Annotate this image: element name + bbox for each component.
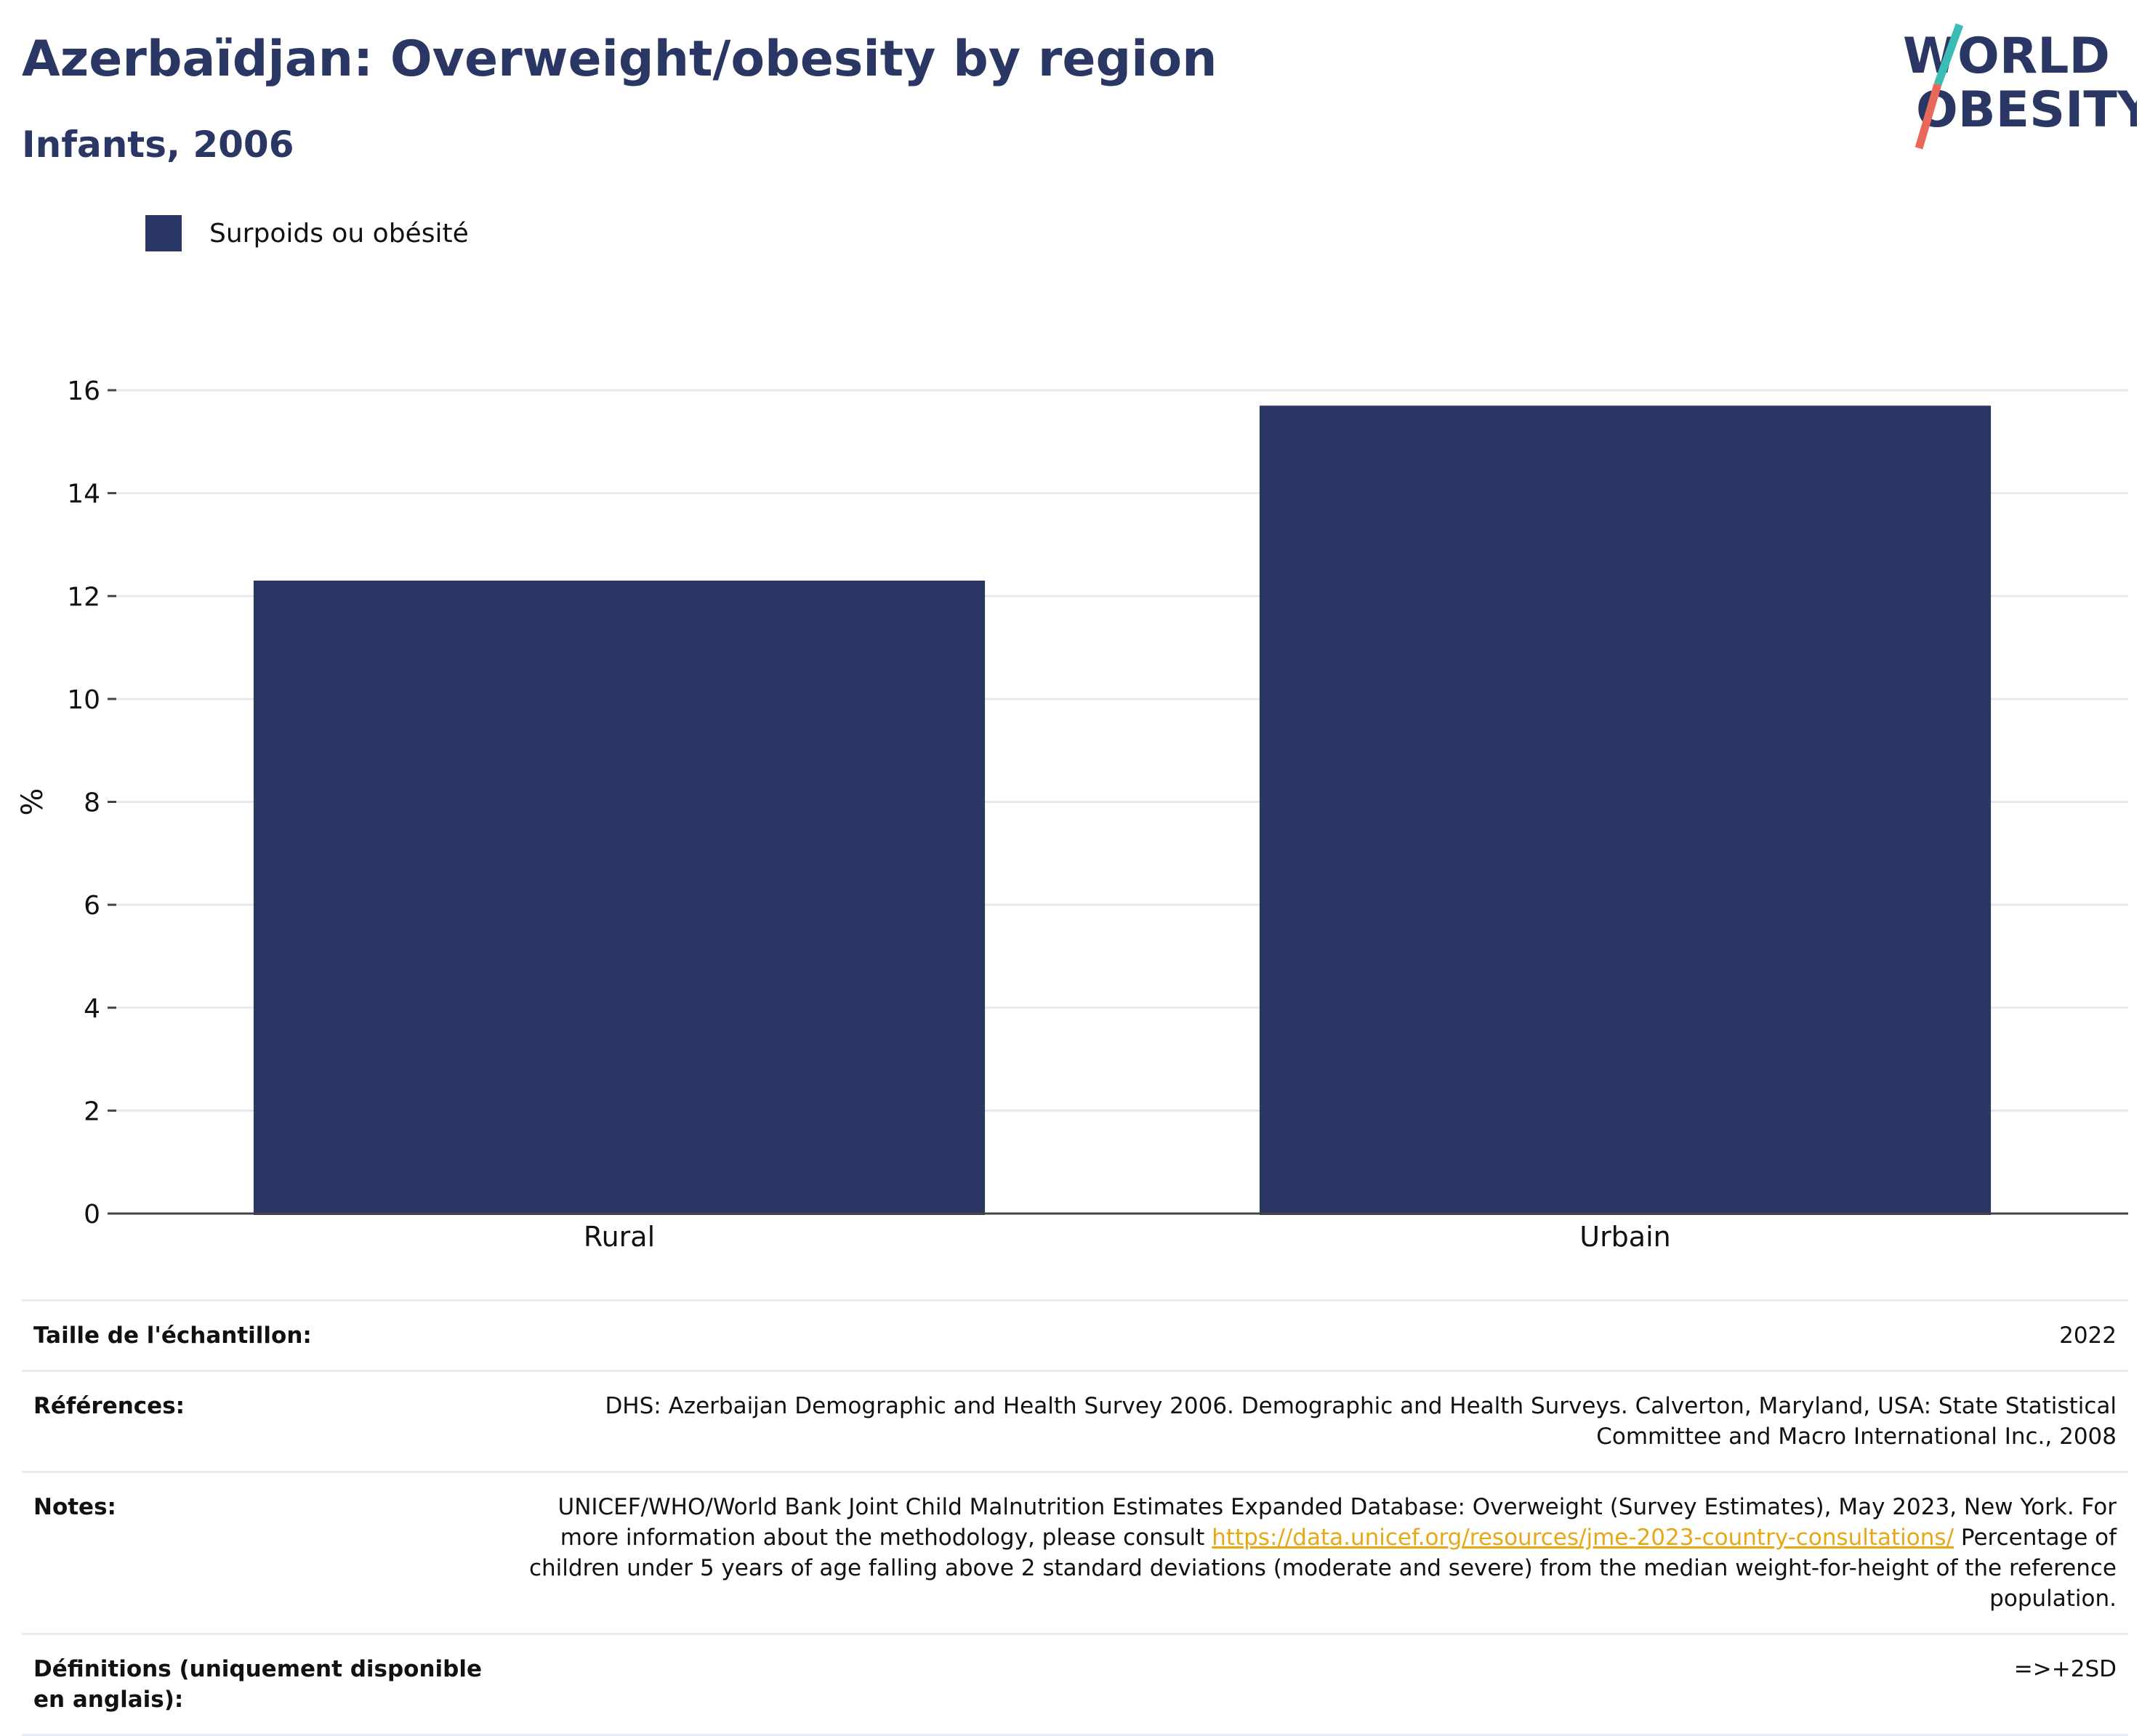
y-tick-label: 12 xyxy=(67,582,100,612)
chart-legend: Surpoids ou obésité xyxy=(145,215,469,251)
notes-definition-text: Percentage of children under 5 years of … xyxy=(528,1525,2117,1612)
info-table: Taille de l'échantillon: 2022 Références… xyxy=(22,1299,2128,1736)
info-row-sample: Taille de l'échantillon: 2022 xyxy=(22,1301,2128,1372)
y-tick-label: 0 xyxy=(84,1200,100,1230)
y-axis-label: % xyxy=(16,788,49,815)
definitions-value: =>+2SD xyxy=(2013,1656,2117,1682)
notes-link[interactable]: https://data.unicef.org/resources/jme-20… xyxy=(1212,1525,1954,1551)
y-tick-label: 4 xyxy=(84,994,100,1024)
notes-value: UNICEF/WHO/World Bank Joint Child Malnut… xyxy=(518,1492,2117,1614)
page-title: Azerbaïdjan: Overweight/obesity by regio… xyxy=(22,31,1217,88)
notes-label: Notes: xyxy=(33,1494,116,1520)
notes-text: UNICEF/WHO/World Bank Joint Child Malnut… xyxy=(557,1494,2117,1551)
x-tick-labels: Rural Urbain xyxy=(584,1221,1671,1253)
sample-size-label: Taille de l'échantillon: xyxy=(33,1323,312,1349)
x-tick-label: Rural xyxy=(584,1221,655,1253)
svg-text:WORLD: WORLD xyxy=(1903,28,2110,85)
bar-urbain xyxy=(1259,405,1992,1215)
y-tick-label: 14 xyxy=(67,480,100,509)
bar-chart: 0 2 4 6 8 10 12 14 16 Rural Urbain % xyxy=(16,376,2128,1253)
svg-text:OBESITY: OBESITY xyxy=(1916,81,2137,139)
legend-swatch xyxy=(145,215,182,251)
references-value: DHS: Azerbaijan Demographic and Health S… xyxy=(605,1393,2117,1450)
y-tick-label: 8 xyxy=(84,788,100,818)
world-obesity-logo: WORLD OBESITY xyxy=(1903,23,2137,150)
references-label: Références: xyxy=(33,1393,185,1419)
sample-size-value: 2022 xyxy=(2059,1323,2117,1349)
y-tick-labels: 0 2 4 6 8 10 12 14 16 xyxy=(67,376,116,1230)
y-tick-label: 2 xyxy=(84,1097,100,1126)
definitions-label: Définitions (uniquement disponible en an… xyxy=(33,1656,483,1713)
bar-rural xyxy=(253,581,986,1215)
y-tick-label: 16 xyxy=(67,376,100,406)
info-row-notes: Notes: UNICEF/WHO/World Bank Joint Child… xyxy=(22,1473,2128,1635)
bars xyxy=(253,405,1992,1215)
y-tick-label: 6 xyxy=(84,891,100,921)
legend-label: Surpoids ou obésité xyxy=(209,218,469,249)
x-tick-label: Urbain xyxy=(1579,1221,1671,1253)
info-row-references: Références: DHS: Azerbaijan Demographic … xyxy=(22,1372,2128,1473)
y-tick-label: 10 xyxy=(67,685,100,715)
info-row-definitions: Définitions (uniquement disponible en an… xyxy=(22,1635,2128,1736)
page-subtitle: Infants, 2006 xyxy=(22,124,294,166)
